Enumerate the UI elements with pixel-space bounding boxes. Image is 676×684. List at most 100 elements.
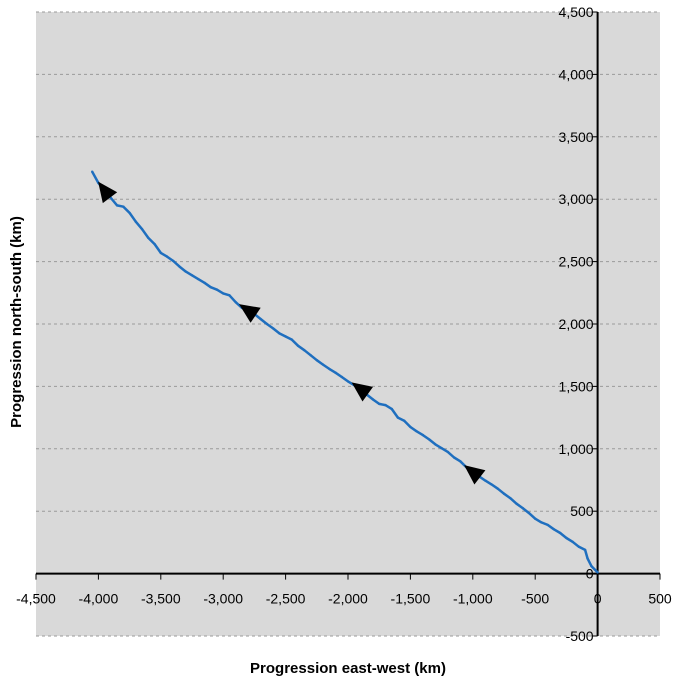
- data-point: [527, 511, 531, 515]
- data-point: [122, 205, 125, 208]
- data-point: [184, 270, 187, 273]
- y-tick-label: 1,000: [559, 441, 594, 457]
- data-point: [115, 204, 119, 207]
- data-point: [209, 286, 212, 289]
- data-point: [222, 292, 225, 295]
- data-point: [515, 502, 518, 505]
- data-point: [228, 294, 231, 297]
- data-point: [340, 375, 343, 379]
- x-tick-label: -1,000: [453, 591, 493, 607]
- y-tick-label: 2,500: [559, 254, 594, 270]
- data-point: [321, 363, 325, 366]
- x-tick-label: -2,000: [328, 591, 368, 607]
- data-point: [378, 402, 381, 406]
- x-tick-label: -4,000: [79, 591, 119, 607]
- y-tick-label: 4,000: [559, 66, 594, 82]
- x-tick-label: -2,500: [266, 591, 306, 607]
- data-point: [91, 170, 94, 173]
- y-tick-label: -500: [566, 628, 594, 644]
- data-point: [278, 332, 281, 335]
- data-point: [490, 483, 493, 486]
- data-point: [271, 327, 275, 330]
- data-point: [346, 380, 350, 383]
- data-point: [234, 301, 237, 304]
- x-tick-label: -500: [521, 591, 549, 607]
- data-point: [434, 443, 437, 446]
- data-point: [403, 419, 406, 422]
- data-point: [534, 517, 537, 520]
- data-point: [328, 367, 331, 371]
- data-point: [421, 433, 425, 437]
- data-point: [459, 460, 462, 463]
- data-point: [396, 416, 400, 419]
- data-point: [586, 557, 589, 560]
- data-point: [178, 265, 181, 268]
- data-point: [259, 317, 262, 321]
- data-point: [559, 531, 562, 535]
- data-point: [147, 236, 150, 240]
- y-tick-label: 2,000: [559, 316, 594, 332]
- y-tick-label: 0: [586, 566, 594, 582]
- data-point: [334, 371, 337, 374]
- data-point: [265, 322, 269, 326]
- data-point: [484, 479, 487, 482]
- data-point: [521, 506, 524, 510]
- data-point: [134, 220, 137, 223]
- x-tick-label: 500: [648, 591, 672, 607]
- data-point: [284, 335, 287, 338]
- data-point: [203, 281, 206, 284]
- data-point: [502, 492, 506, 495]
- data-point: [197, 277, 200, 281]
- data-point: [128, 211, 131, 215]
- data-point: [552, 528, 556, 531]
- direction-arrow-0: [464, 465, 486, 485]
- x-tick-label: 0: [594, 591, 602, 607]
- data-point: [446, 450, 449, 454]
- x-axis-title: Progression east-west (km): [250, 660, 446, 677]
- data-point: [172, 259, 175, 263]
- y-tick-label: 3,000: [559, 191, 594, 207]
- direction-arrow-3: [98, 181, 118, 204]
- data-point: [452, 456, 456, 459]
- y-tick-label: 3,500: [559, 129, 594, 145]
- data-point: [565, 536, 568, 540]
- x-tick-label: -4,500: [16, 591, 56, 607]
- x-tick-label: -3,000: [203, 591, 243, 607]
- data-point: [590, 564, 593, 568]
- x-tick-label: -1,500: [391, 591, 431, 607]
- data-point: [371, 398, 375, 401]
- data-point: [571, 540, 574, 543]
- data-point: [165, 255, 169, 258]
- data-point: [153, 242, 156, 246]
- data-point: [577, 545, 581, 548]
- data-point: [427, 438, 431, 441]
- direction-arrow-2: [239, 304, 261, 323]
- data-point: [159, 251, 162, 255]
- data-point: [384, 403, 387, 407]
- data-point: [190, 274, 194, 277]
- data-point: [496, 487, 499, 490]
- data-point: [315, 359, 318, 362]
- y-axis-title: Progression north-south (km): [8, 216, 25, 428]
- data-point: [215, 288, 219, 291]
- x-tick-label: -3,500: [141, 591, 181, 607]
- data-point: [596, 571, 599, 574]
- data-point: [583, 548, 587, 552]
- data-point: [290, 338, 293, 341]
- y-tick-label: 1,500: [559, 378, 594, 394]
- y-tick-label: 500: [570, 503, 594, 519]
- data-point: [140, 228, 144, 231]
- data-point: [440, 447, 443, 450]
- data-point: [540, 521, 543, 524]
- data-point: [409, 425, 412, 429]
- direction-arrow-1: [351, 382, 373, 402]
- data-point: [509, 496, 512, 500]
- data-point: [303, 349, 306, 352]
- y-tick-label: 4,500: [559, 4, 594, 20]
- data-point: [296, 344, 300, 347]
- data-point: [415, 430, 418, 433]
- data-point: [546, 523, 549, 527]
- data-point: [390, 407, 393, 411]
